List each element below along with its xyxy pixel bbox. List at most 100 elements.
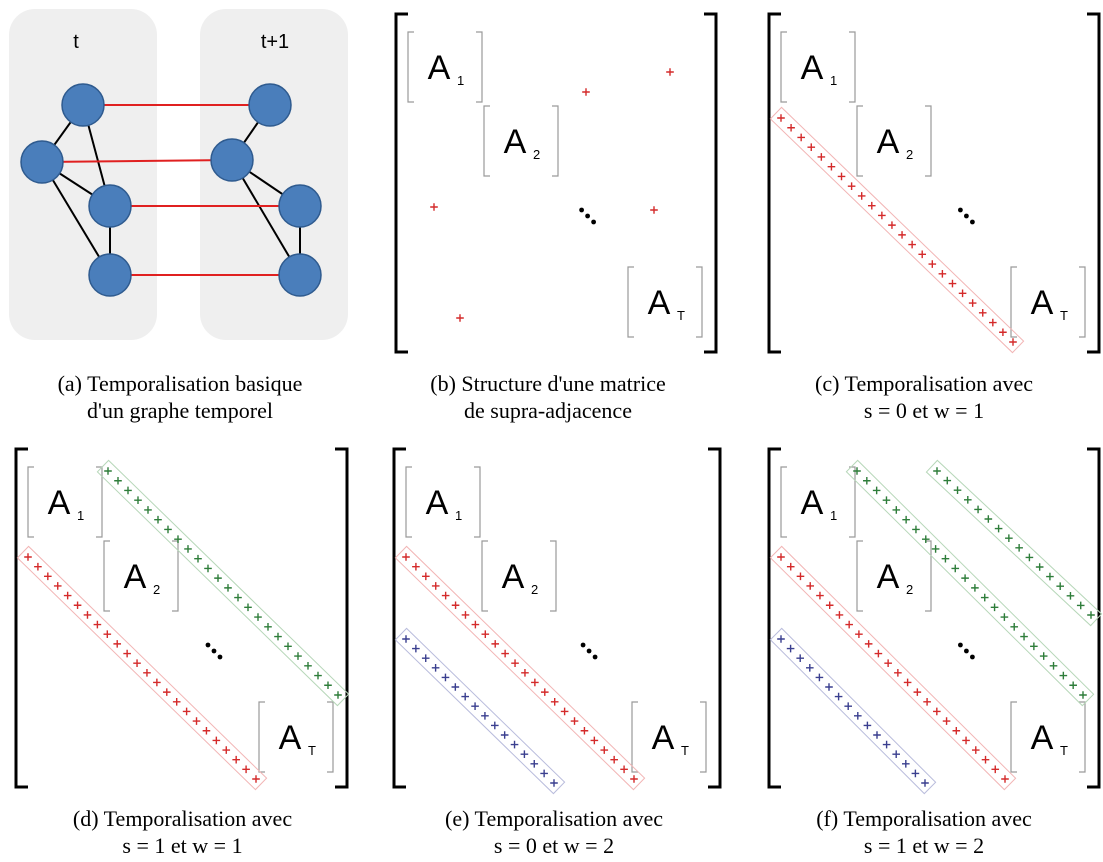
plus-mark xyxy=(816,591,824,600)
plus-mark xyxy=(857,192,866,200)
block-bracket xyxy=(103,540,110,612)
band-green xyxy=(925,459,1103,627)
plus-mark xyxy=(884,659,892,667)
plus-mark xyxy=(980,593,989,602)
plus-mark xyxy=(114,476,122,485)
layer-t-label: t xyxy=(73,31,79,53)
plus-mark xyxy=(412,644,420,653)
block-bracket xyxy=(407,31,414,103)
block-bracket xyxy=(1079,266,1086,338)
plus-mark xyxy=(864,640,873,648)
left-bracket xyxy=(767,447,781,789)
block-subscript: 2 xyxy=(906,582,913,597)
plus-mark xyxy=(93,620,102,629)
caption-f: (f) Temporalisation avec s = 1 et w = 2 xyxy=(745,805,1103,859)
plus-mark xyxy=(912,525,920,534)
plus-mark xyxy=(252,775,260,783)
right-bracket xyxy=(335,447,349,789)
plus-mark xyxy=(461,611,470,619)
plus-mark xyxy=(471,702,479,710)
ellipsis-dot xyxy=(958,642,963,648)
block-bracket xyxy=(627,266,634,338)
ellipsis-dot xyxy=(592,654,598,660)
plus-mark xyxy=(461,692,469,701)
scatter-plus xyxy=(456,314,464,322)
block-subscript: 2 xyxy=(906,147,913,162)
block-subscript: 2 xyxy=(531,582,538,597)
plus-mark xyxy=(777,635,785,643)
plus-mark xyxy=(441,673,450,682)
plus-mark xyxy=(144,506,152,514)
block-bracket xyxy=(405,466,412,538)
ellipsis-dot xyxy=(579,207,584,213)
block-label: A xyxy=(801,49,824,87)
plus-mark xyxy=(456,314,464,322)
plus-mark xyxy=(500,731,509,739)
caption-e: (e) Temporalisation avec s = 0 et w = 2 xyxy=(374,805,734,859)
plus-mark xyxy=(863,721,872,730)
plus-mark xyxy=(334,691,342,699)
plus-mark xyxy=(942,717,951,725)
band-outline xyxy=(394,545,646,791)
node xyxy=(20,140,64,184)
block-label: A xyxy=(648,284,671,322)
right-bracket xyxy=(1087,447,1101,789)
ellipsis-dot xyxy=(211,648,217,654)
plus-mark xyxy=(911,769,920,778)
caption-line: (d) Temporalisation avec xyxy=(72,806,293,831)
plus-mark xyxy=(845,620,853,629)
block-subscript: T xyxy=(681,743,689,758)
ellipsis-dot xyxy=(970,219,975,225)
plus-mark xyxy=(913,688,922,696)
plus-mark xyxy=(938,270,947,278)
plus-mark xyxy=(580,726,589,735)
block-subscript: 1 xyxy=(830,508,837,523)
plus-mark xyxy=(933,707,941,716)
plus-mark xyxy=(990,603,999,612)
band-green xyxy=(845,459,1095,707)
plus-mark xyxy=(1010,623,1019,631)
supra-adjacency-matrix: A 1A 2A T xyxy=(394,12,718,354)
plus-mark xyxy=(1025,553,1034,562)
caption-line: (f) Temporalisation avec xyxy=(816,806,1032,831)
plus-mark xyxy=(958,289,967,298)
band-outline xyxy=(925,459,1103,627)
block-label: A xyxy=(652,719,675,757)
plus-mark xyxy=(872,486,881,495)
plus-mark xyxy=(550,697,559,706)
supra-adjacency-matrix: A 1A 2A T xyxy=(767,447,1103,795)
left-bracket xyxy=(767,12,781,354)
plus-mark xyxy=(984,515,993,523)
plus-mark xyxy=(873,731,881,739)
plus-mark xyxy=(254,613,262,621)
block-subscript: T xyxy=(1060,308,1068,323)
plus-mark xyxy=(113,640,122,648)
ellipsis-dot xyxy=(205,642,211,648)
plus-mark xyxy=(1001,775,1009,783)
plus-mark xyxy=(1056,582,1064,590)
plus-mark xyxy=(943,476,952,485)
plus-mark xyxy=(212,736,221,745)
plus-mark xyxy=(1079,691,1087,699)
block-label: A xyxy=(426,484,449,522)
plus-mark xyxy=(999,328,1007,337)
plus-mark xyxy=(402,553,410,561)
plus-mark xyxy=(471,620,480,629)
caption-line: (b) Structure d'une matrice xyxy=(430,371,666,396)
ellipsis-dots xyxy=(580,642,598,660)
plus-mark xyxy=(451,683,460,691)
plus-mark xyxy=(630,775,638,783)
plus-mark xyxy=(787,123,795,132)
right-bracket xyxy=(704,12,718,354)
plus-mark xyxy=(264,623,272,631)
plus-mark xyxy=(1049,661,1058,670)
block-label: A xyxy=(877,123,900,161)
band-red xyxy=(769,545,1017,791)
block-bracket xyxy=(856,540,863,612)
band-red xyxy=(16,545,268,791)
plus-mark xyxy=(867,201,876,210)
plus-mark xyxy=(796,654,804,662)
